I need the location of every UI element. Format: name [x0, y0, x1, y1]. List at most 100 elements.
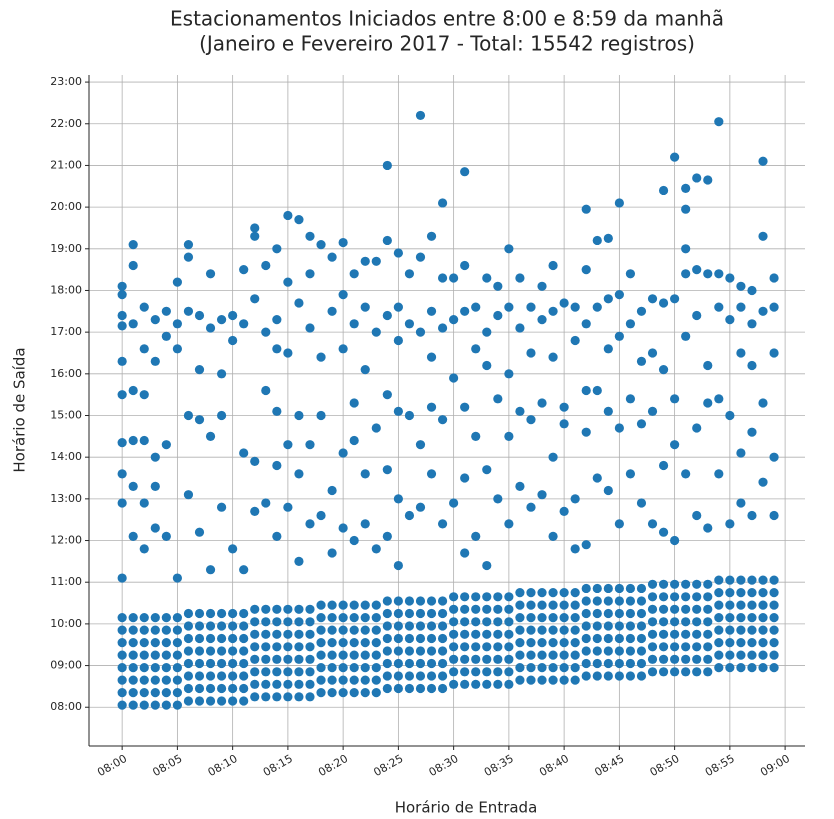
point — [614, 331, 624, 341]
point — [703, 617, 713, 627]
point — [636, 498, 647, 508]
point — [658, 604, 669, 614]
point — [692, 579, 702, 589]
point — [758, 477, 768, 487]
point — [261, 629, 271, 639]
point — [117, 281, 127, 291]
point — [559, 613, 569, 623]
point — [415, 621, 426, 631]
point — [537, 490, 547, 500]
point — [371, 638, 381, 648]
point — [692, 667, 702, 677]
point — [161, 663, 171, 673]
point — [681, 244, 691, 254]
point — [548, 531, 558, 541]
point — [150, 481, 160, 491]
point — [769, 588, 779, 598]
point — [128, 688, 138, 698]
point — [537, 315, 547, 325]
point — [349, 613, 359, 623]
point — [128, 481, 138, 491]
point — [139, 544, 149, 554]
point — [460, 402, 470, 412]
point — [592, 596, 602, 606]
point — [194, 310, 205, 321]
point — [537, 625, 547, 635]
point — [736, 448, 746, 458]
point — [404, 410, 415, 421]
point — [250, 667, 260, 677]
point — [504, 592, 514, 602]
point — [327, 663, 337, 673]
point — [482, 592, 492, 602]
point — [261, 692, 271, 702]
point — [139, 613, 149, 623]
point — [404, 658, 415, 669]
point — [471, 654, 481, 664]
point — [305, 629, 315, 639]
point — [537, 600, 547, 610]
point — [228, 671, 238, 681]
point — [758, 650, 768, 660]
point — [194, 671, 205, 681]
point — [526, 625, 536, 635]
point — [592, 646, 602, 656]
point — [747, 427, 757, 437]
point — [758, 638, 768, 648]
point — [747, 638, 757, 648]
point — [338, 675, 348, 685]
point — [294, 679, 304, 689]
point — [670, 440, 680, 450]
point — [769, 663, 779, 673]
point — [415, 252, 426, 262]
point — [658, 617, 669, 627]
point — [360, 675, 370, 685]
point — [670, 642, 680, 652]
point — [150, 315, 160, 325]
point — [747, 510, 757, 521]
point — [471, 302, 481, 312]
point — [294, 667, 304, 677]
point — [316, 663, 326, 673]
point — [714, 613, 724, 623]
point — [294, 556, 304, 566]
point — [426, 658, 437, 669]
point — [261, 385, 271, 396]
y-tick-label: 12:00 — [50, 534, 82, 547]
point — [393, 596, 403, 606]
point — [592, 608, 602, 619]
point — [261, 667, 271, 677]
point — [194, 415, 205, 425]
point — [128, 675, 138, 685]
point — [205, 683, 216, 694]
x-tick-label: 08:45 — [592, 752, 626, 779]
point — [205, 633, 216, 644]
point — [592, 633, 602, 644]
point — [117, 321, 127, 331]
point — [437, 608, 448, 619]
point — [415, 596, 426, 606]
point — [139, 435, 149, 446]
point — [272, 244, 282, 254]
point — [117, 437, 127, 448]
point — [294, 215, 304, 225]
point — [272, 654, 282, 664]
point — [172, 675, 182, 685]
point — [493, 394, 503, 404]
point — [415, 608, 426, 619]
point — [493, 642, 503, 652]
point — [592, 473, 602, 483]
point — [294, 642, 304, 652]
point — [360, 688, 370, 698]
point — [283, 604, 293, 614]
point — [658, 667, 669, 677]
point — [426, 469, 437, 479]
point — [603, 671, 613, 681]
y-tick-label: 11:00 — [50, 575, 82, 588]
point — [603, 596, 613, 606]
point — [426, 352, 437, 362]
point — [548, 613, 558, 623]
point — [747, 360, 757, 371]
point — [658, 185, 669, 196]
point — [194, 658, 205, 669]
